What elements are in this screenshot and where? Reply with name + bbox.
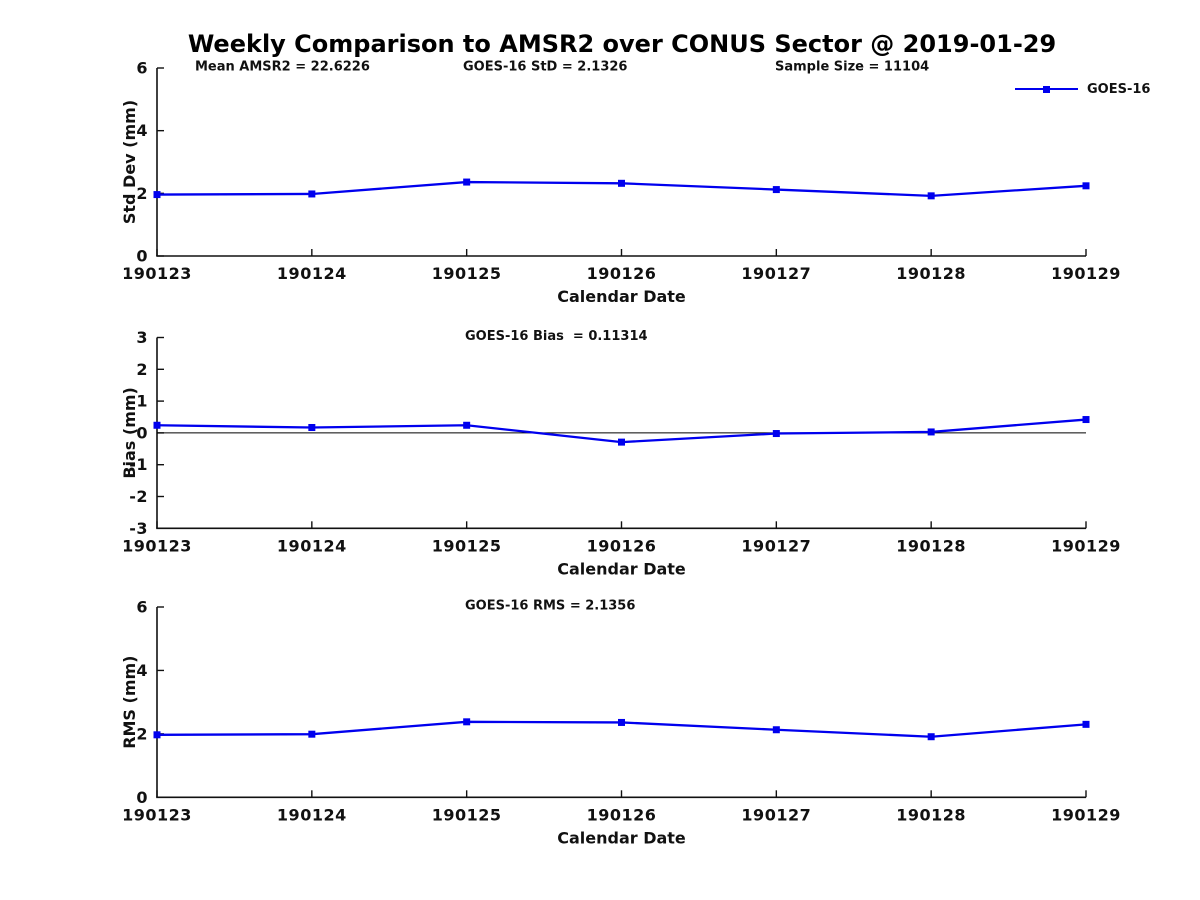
y-tick-label: 4 <box>136 661 148 680</box>
y-tick-label: 2 <box>136 360 148 379</box>
figure-title: Weekly Comparison to AMSR2 over CONUS Se… <box>187 30 1057 58</box>
chart-annotation: GOES-16 RMS = 2.1356 <box>465 599 635 614</box>
y-tick-label: 6 <box>136 59 148 78</box>
x-tick-label: 190124 <box>277 264 347 283</box>
data-point-marker <box>772 186 780 194</box>
x-tick-label: 190127 <box>741 264 811 283</box>
x-tick-label: 190125 <box>432 264 502 283</box>
data-point-marker <box>618 718 625 726</box>
data-point-marker <box>1082 720 1090 728</box>
data-point-marker <box>153 421 161 429</box>
x-axis-label: Calendar Date <box>557 828 686 847</box>
y-tick-label: 0 <box>136 788 148 807</box>
x-axis-label: Calendar Date <box>557 559 686 578</box>
data-point-marker <box>153 191 161 199</box>
data-point-marker <box>1082 182 1090 190</box>
y-tick-label: 2 <box>136 724 148 743</box>
y-tick-label: 4 <box>136 121 148 140</box>
x-tick-label: 190128 <box>896 264 966 283</box>
x-tick-label: 190129 <box>1051 264 1121 283</box>
legend-square-marker-icon <box>1043 85 1050 93</box>
x-tick-label: 190126 <box>587 264 657 283</box>
data-point-marker <box>927 733 935 741</box>
x-axis-label: Calendar Date <box>557 287 686 306</box>
x-tick-label: 190126 <box>587 805 657 824</box>
y-tick-label: 1 <box>136 392 148 411</box>
data-point-marker <box>927 192 935 200</box>
y-axis-label: Std Dev (mm) <box>120 100 139 224</box>
x-tick-label: 190125 <box>432 536 502 555</box>
x-tick-label: 190127 <box>741 805 811 824</box>
legend-line-sample <box>1015 81 1078 97</box>
chart-annotation: GOES-16 Bias = 0.11314 <box>465 329 648 344</box>
x-tick-label: 190124 <box>277 536 347 555</box>
data-point-marker <box>618 179 625 187</box>
y-axis-label: Bias (mm) <box>120 387 139 479</box>
data-point-marker <box>927 428 935 436</box>
y-tick-label: 3 <box>136 328 148 347</box>
y-tick-label: -1 <box>129 455 148 474</box>
x-tick-label: 190124 <box>277 805 347 824</box>
x-tick-label: 190128 <box>896 805 966 824</box>
y-tick-label: 0 <box>136 423 148 442</box>
x-tick-label: 190129 <box>1051 536 1121 555</box>
data-point-marker <box>772 430 780 438</box>
x-tick-label: 190123 <box>122 264 192 283</box>
legend-label: GOES-16 <box>1087 81 1151 97</box>
y-tick-label: 2 <box>136 184 148 203</box>
y-axis-label: RMS (mm) <box>120 655 139 748</box>
y-tick-label: -3 <box>129 519 148 538</box>
chart-annotation: GOES-16 StD = 2.1326 <box>463 60 627 75</box>
x-tick-label: 190126 <box>587 536 657 555</box>
data-point-marker <box>308 423 316 431</box>
x-tick-label: 190123 <box>122 536 192 555</box>
data-point-marker <box>463 421 471 429</box>
x-tick-label: 190129 <box>1051 805 1121 824</box>
chart-annotation: Sample Size = 11104 <box>775 60 929 75</box>
y-tick-label: -2 <box>129 487 148 506</box>
chart-annotation: Mean AMSR2 = 22.6226 <box>195 60 370 75</box>
data-point-marker <box>308 190 316 198</box>
data-point-marker <box>463 718 471 726</box>
data-point-marker <box>153 731 161 739</box>
x-tick-label: 190127 <box>741 536 811 555</box>
data-point-marker <box>1082 416 1090 424</box>
data-point-marker <box>308 730 316 738</box>
data-point-marker <box>618 438 625 446</box>
y-tick-label: 6 <box>136 598 148 617</box>
x-tick-label: 190123 <box>122 805 192 824</box>
data-point-marker <box>463 178 471 186</box>
x-tick-label: 190125 <box>432 805 502 824</box>
y-tick-label: 0 <box>136 247 148 266</box>
data-point-marker <box>772 726 780 734</box>
x-tick-label: 190128 <box>896 536 966 555</box>
legend: GOES-16 <box>1015 81 1150 97</box>
